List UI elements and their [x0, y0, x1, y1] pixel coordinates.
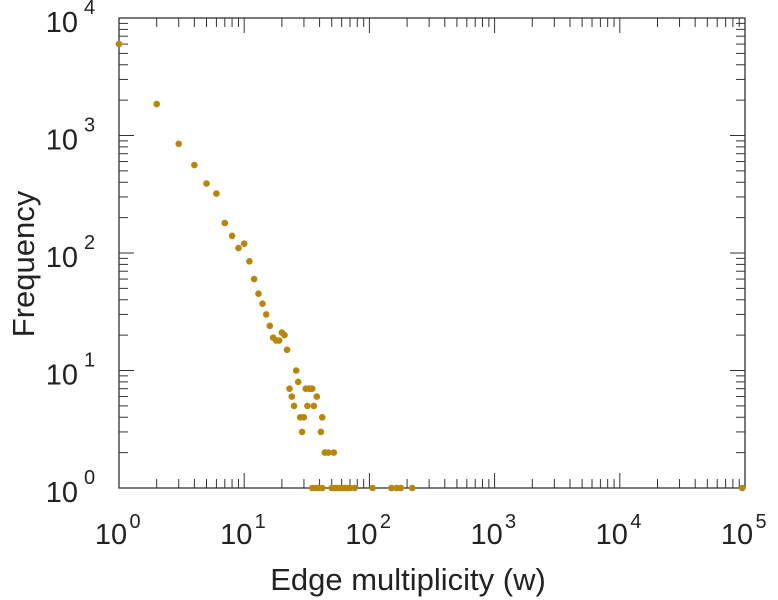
x-tick-exponent: 1: [255, 511, 266, 533]
data-point: [313, 393, 321, 400]
data-point: [351, 484, 358, 492]
y-tick-exponent: 1: [84, 350, 95, 372]
data-point: [309, 385, 316, 393]
x-tick-label: 10: [470, 519, 502, 551]
y-tick-exponent: 4: [84, 0, 95, 19]
data-point: [317, 428, 325, 436]
data-point: [175, 140, 182, 148]
data-point: [255, 290, 262, 298]
x-tick-label: 10: [345, 519, 377, 551]
y-axis-label: Frequency: [6, 190, 41, 337]
data-point: [397, 484, 405, 492]
data-point: [235, 244, 242, 252]
data-point: [115, 40, 123, 48]
y-tick-exponent: 2: [84, 232, 95, 254]
y-tick-label: 10: [46, 477, 78, 509]
data-point: [266, 322, 274, 330]
data-point: [298, 428, 306, 436]
data-point: [203, 180, 210, 187]
x-tick-label: 10: [220, 519, 252, 551]
y-tick-label: 10: [46, 125, 78, 157]
data-point: [228, 232, 236, 240]
x-tick-label: 10: [95, 519, 127, 551]
data-point: [191, 161, 198, 169]
y-tick-label: 10: [46, 242, 78, 274]
data-point: [290, 402, 298, 410]
y-tick-label: 10: [46, 360, 78, 392]
data-points: [115, 40, 746, 492]
data-point: [262, 311, 270, 318]
data-point: [304, 402, 311, 410]
x-tick-label: 10: [596, 519, 628, 551]
x-tick-exponent: 0: [129, 511, 140, 533]
plot-frame: [118, 17, 746, 489]
data-point: [281, 331, 288, 339]
data-point: [310, 402, 318, 410]
y-tick-exponent: 0: [84, 467, 95, 489]
data-point: [259, 300, 266, 308]
data-point: [409, 484, 416, 492]
data-point: [388, 484, 395, 492]
data-point: [738, 484, 746, 492]
data-point: [294, 378, 302, 386]
data-point: [288, 393, 296, 400]
data-point: [240, 240, 248, 247]
tick-labels: 10 0 10 1 10 2 10 3 10 4 10 510 010 110 210 310 4: [46, 0, 767, 551]
x-tick-label: 10: [721, 519, 753, 551]
data-point: [286, 385, 293, 393]
data-point: [330, 449, 338, 456]
data-point: [300, 414, 308, 421]
x-tick-exponent: 2: [380, 511, 391, 533]
data-point: [246, 258, 253, 265]
data-point: [369, 484, 376, 492]
data-point: [250, 275, 258, 283]
data-point: [318, 484, 326, 492]
data-point: [153, 100, 160, 108]
data-point: [318, 414, 326, 421]
x-tick-exponent: 3: [505, 511, 516, 533]
x-tick-exponent: 5: [755, 511, 766, 533]
data-point: [283, 346, 291, 354]
data-point: [221, 219, 229, 227]
data-point: [292, 367, 300, 374]
x-axis-label: Edge multiplicity (w): [270, 562, 546, 597]
axis-ticks: [118, 18, 745, 489]
data-point: [325, 449, 332, 456]
data-point: [275, 337, 283, 344]
data-point: [213, 190, 220, 197]
x-tick-exponent: 4: [630, 511, 641, 533]
y-tick-label: 10: [46, 7, 78, 39]
y-tick-exponent: 3: [84, 115, 95, 137]
